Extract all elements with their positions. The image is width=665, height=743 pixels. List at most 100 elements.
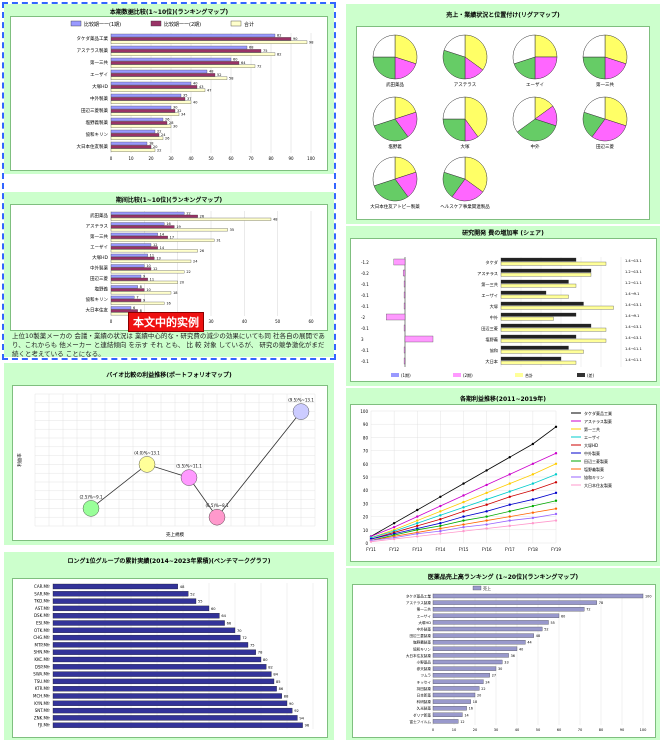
category-label: SHN.Mfr [34,650,51,655]
tick-label: 90 [620,728,625,732]
category-label: 第一三共 [417,607,432,612]
data-label: 94 [299,716,304,720]
data-point [439,496,441,498]
data-point [462,506,464,508]
category-label: 塩野義 [485,336,498,343]
tick-label: 10 [452,728,457,732]
bar [53,664,266,669]
data-point [532,511,534,513]
pie-slice [583,57,605,79]
tick-label: 100 [640,728,648,732]
tick-label: 30 [363,501,369,506]
data-point [532,522,534,524]
data-point [532,498,534,500]
pie-label: 田辺三菱 [596,143,614,150]
growth-bar [386,314,405,320]
pie-map-plot: 武田薬品アステラスエーザイ第一三共塩野義大塚中外田辺三菱大日本住友アトピー製薬ヘ… [356,26,650,220]
bar [433,647,517,651]
data-point [509,504,511,506]
pie-label: 大塚 [461,143,470,150]
tick-label: 60 [557,728,562,732]
data-point [439,525,441,527]
portfolio-title: バイオ比較の利益推移(ポートフォリオマップ) [4,370,334,379]
growth-label: -0.1 [361,326,369,331]
tick-label: 40 [363,488,369,493]
bar [433,594,643,598]
point-label: (6.5)%~8.1 [206,503,229,508]
growth-label: -0.1 [361,348,369,353]
bubble [83,500,99,516]
bar [501,350,584,353]
data-point [393,526,395,528]
category-label: 科研製薬 [417,699,432,704]
data-label: 52 [190,592,195,596]
pie-map-chart: 武田薬品アステラスエーザイ第一三共塩野義大塚中外田辺三菱大日本住友アトピー製薬ヘ… [357,27,649,219]
data-point [555,426,557,428]
data-point [509,519,511,521]
category-label: キッセイ [417,679,432,684]
data-label: 72 [586,608,590,612]
data-point [532,473,534,475]
data-point [485,515,487,517]
bar [501,269,591,272]
category-label: FY13 [412,547,422,552]
bar [53,628,235,633]
bubble [293,404,309,420]
data-point [532,463,534,465]
data-point [462,519,464,521]
pie-label: 第一三共 [596,81,614,88]
y-axis-label: 利益率 [16,453,23,467]
legend-label: 売上 [483,585,491,591]
bar [53,657,261,662]
category-label: ゼリア新薬 [413,712,431,717]
data-label: 88 [284,695,289,699]
benchmark-plot: CAR.Mfr48SAR.Mfr52TKD.Mfr55AST.Mfr60DSK.… [12,578,328,738]
category-label: 大塚 [490,303,499,310]
pie-label: 塩野義 [388,143,402,150]
category-label: FY15 [459,547,469,552]
data-label: 1.4→9.1 [625,292,639,296]
bar [53,584,178,589]
bar [433,719,458,723]
data-label: 1.4→13.1 [625,303,642,307]
category-label: KKC.Mfr [34,657,50,662]
data-point [439,533,441,535]
category-label: 富士フイルム [410,719,432,724]
tick-label: 70 [578,728,583,732]
bar [433,607,584,611]
bar [433,653,509,657]
data-point [370,540,372,542]
bar [433,627,542,631]
category-label: 持田製薬 [417,686,432,691]
legend-label: 大塚HD [584,442,598,448]
bar [433,660,502,664]
legend-label: アステラス製薬 [584,418,612,424]
data-label: 90 [289,702,294,706]
data-point [485,492,487,494]
bar [433,700,471,704]
data-label: 33 [504,661,508,665]
legend-swatch [391,373,399,377]
tick-label: 0 [365,541,368,546]
category-label: FY11 [366,547,376,552]
category-label: 日本新薬 [417,693,432,698]
category-label: アステラス [477,271,498,277]
category-label: 協和 [490,347,498,354]
legend-label: 田辺三菱製薬 [584,458,608,464]
category-label: エーザイ [481,293,498,299]
data-label: 75 [250,643,255,647]
data-point [555,519,557,521]
growth-bar [404,325,405,331]
data-point [532,517,534,519]
data-point [416,533,418,535]
bar [433,634,534,638]
category-label: FY19 [551,547,561,552]
data-point [532,443,534,445]
growth-bar [403,270,405,276]
data-point [509,490,511,492]
growth-label: 3 [361,337,364,342]
data-point [439,510,441,512]
data-label: 1.2→13.1 [625,270,642,274]
bar [501,328,606,331]
data-point [462,515,464,517]
